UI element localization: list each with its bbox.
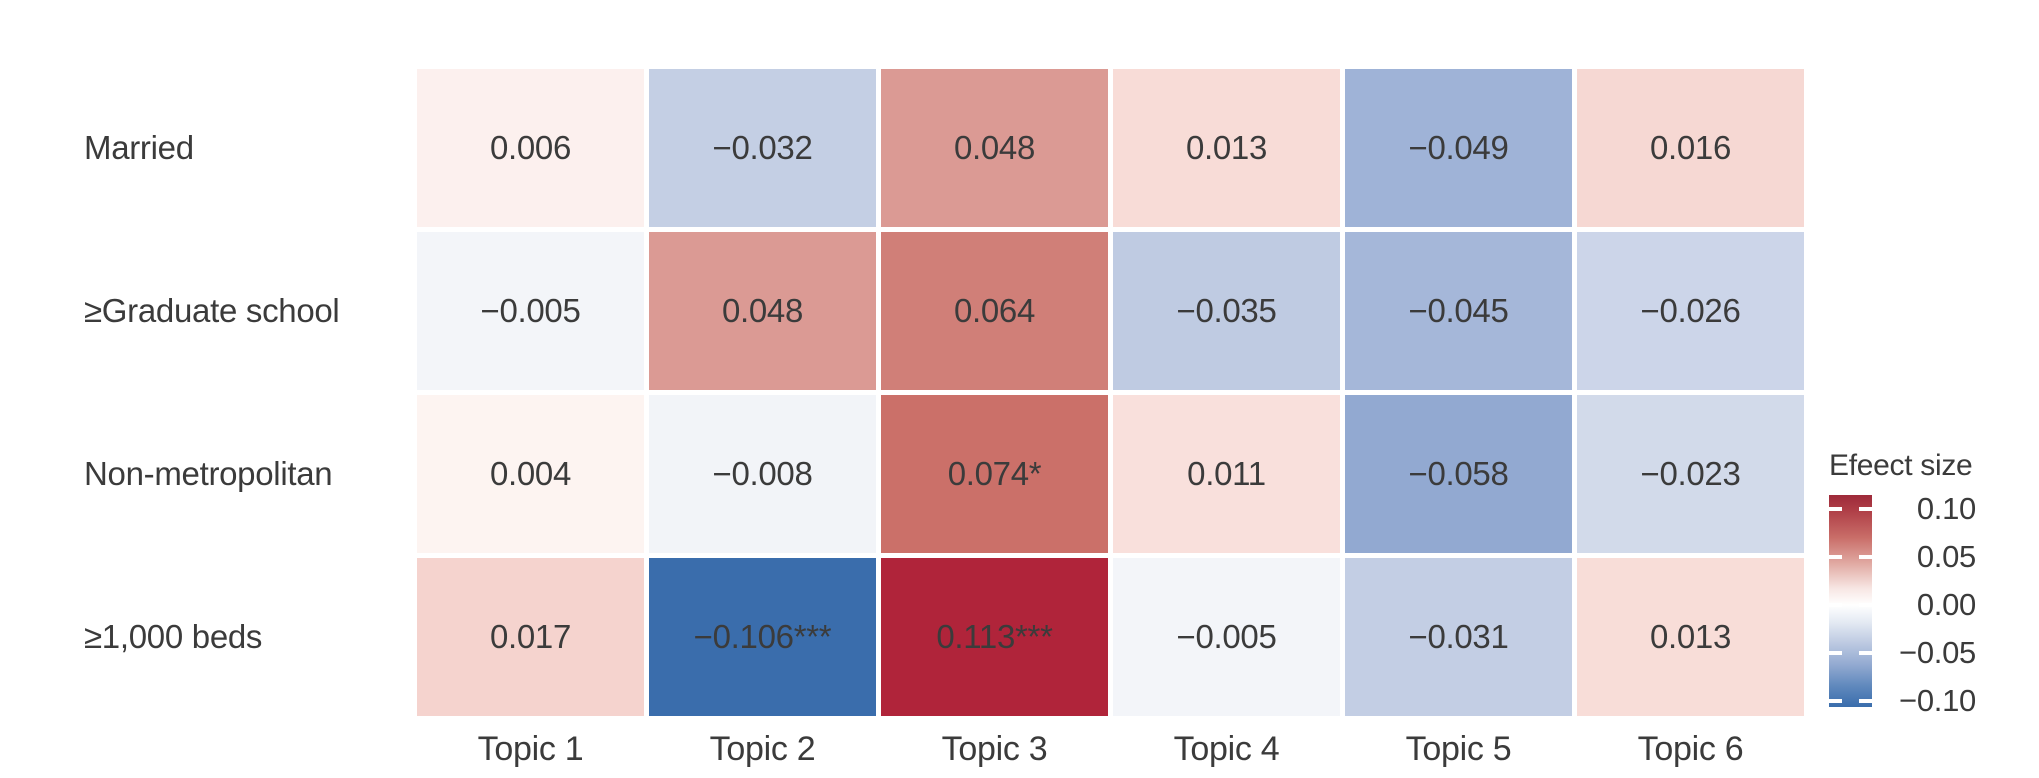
legend-title: Efeect size: [1829, 449, 1973, 482]
colorbar-tick-label-010: 0.10: [1916, 491, 1976, 526]
colorbar-tick-label-000: 0.00: [1916, 587, 1976, 622]
heatmap-cell-r4c5: −0.031: [1345, 558, 1572, 716]
heatmap-cell-r3c1: 0.004: [417, 395, 644, 553]
heatmap-cell-r3c2: −0.008: [649, 395, 876, 553]
colorbar-tick-mark: [1829, 699, 1842, 703]
colorbar-tick-mark: [1859, 699, 1872, 703]
colorbar-tick-mark: [1829, 507, 1842, 511]
column-label-topic-6: Topic 6: [1637, 730, 1744, 768]
heatmap-cell-r1c6: 0.016: [1577, 69, 1804, 227]
heatmap-cell-r4c4: −0.005: [1113, 558, 1340, 716]
colorbar-tick-mark: [1829, 555, 1842, 559]
colorbar-tick-mark: [1859, 507, 1872, 511]
heatmap-cell-r3c3: 0.074*: [881, 395, 1108, 553]
heatmap-cell-r3c6: −0.023: [1577, 395, 1804, 553]
colorbar-tick-label-neg010: −0.10: [1899, 683, 1976, 718]
heatmap-cell-r1c2: −0.032: [649, 69, 876, 227]
colorbar-tick-mark: [1829, 603, 1842, 607]
heatmap-cell-r2c5: −0.045: [1345, 232, 1572, 390]
row-label-graduate-school: ≥Graduate school: [84, 292, 340, 329]
heatmap-cell-r1c4: 0.013: [1113, 69, 1340, 227]
heatmap-cell-r2c3: 0.064: [881, 232, 1108, 390]
row-label-non-metropolitan: Non-metropolitan: [84, 455, 333, 492]
column-label-topic-2: Topic 2: [709, 730, 816, 768]
colorbar-tick-label-005: 0.05: [1916, 539, 1976, 574]
heatmap-cell-r2c4: −0.035: [1113, 232, 1340, 390]
colorbar-tick-mark: [1859, 651, 1872, 655]
heatmap-cell-r4c6: 0.013: [1577, 558, 1804, 716]
heatmap-cell-r4c3: 0.113***: [881, 558, 1108, 716]
colorbar-tick-mark: [1859, 555, 1872, 559]
column-label-topic-5: Topic 5: [1405, 730, 1512, 768]
heatmap-cell-r2c1: −0.005: [417, 232, 644, 390]
heatmap-cell-r1c3: 0.048: [881, 69, 1108, 227]
colorbar-tick-label-neg005: −0.05: [1899, 635, 1976, 670]
heatmap-cell-r4c1: 0.017: [417, 558, 644, 716]
heatmap-cell-r3c5: −0.058: [1345, 395, 1572, 553]
colorbar-gradient: [1829, 495, 1872, 707]
heatmap-cell-r2c6: −0.026: [1577, 232, 1804, 390]
colorbar-tick-mark: [1829, 651, 1842, 655]
heatmap-cell-r2c2: 0.048: [649, 232, 876, 390]
row-label-married: Married: [84, 129, 194, 166]
column-label-topic-1: Topic 1: [477, 730, 584, 768]
row-label-1000-beds: ≥1,000 beds: [84, 618, 263, 655]
heatmap-cell-r1c5: −0.049: [1345, 69, 1572, 227]
colorbar-tick-mark: [1859, 603, 1872, 607]
heatmap-grid: 0.006 −0.032 0.048 0.013 −0.049 0.016 −0…: [417, 69, 1804, 716]
column-label-topic-4: Topic 4: [1173, 730, 1280, 768]
heatmap-cell-r4c2: −0.106***: [649, 558, 876, 716]
column-label-topic-3: Topic 3: [941, 730, 1048, 768]
heatmap-cell-r1c1: 0.006: [417, 69, 644, 227]
heatmap-cell-r3c4: 0.011: [1113, 395, 1340, 553]
